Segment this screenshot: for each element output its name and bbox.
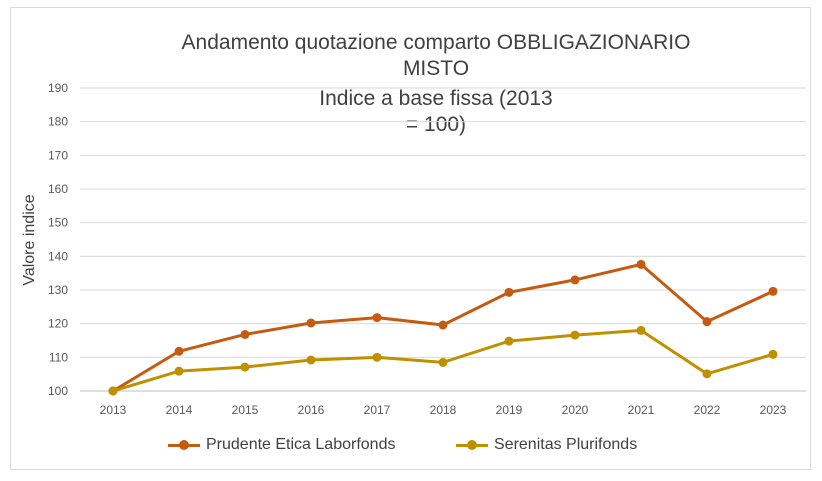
data-point-series-2 bbox=[702, 369, 712, 379]
data-point-series-2 bbox=[636, 325, 646, 335]
chart-title-line-1: Andamento quotazione comparto OBBLIGAZIO… bbox=[181, 31, 691, 54]
legend-label-prudente: Prudente Etica Laborfonds bbox=[206, 436, 396, 453]
data-point-series-2 bbox=[570, 330, 580, 340]
y-tick-label: 170 bbox=[48, 148, 68, 162]
legend-swatch-serenitas bbox=[456, 439, 488, 451]
data-point-series-2 bbox=[108, 386, 118, 396]
x-tick-label: 2016 bbox=[298, 403, 325, 417]
data-point-series-1 bbox=[570, 275, 580, 285]
y-tick-label: 190 bbox=[48, 81, 68, 95]
x-tick-label: 2017 bbox=[364, 403, 391, 417]
x-tick-label: 2020 bbox=[562, 403, 589, 417]
x-tick-label: 2015 bbox=[232, 403, 259, 417]
data-point-series-1 bbox=[240, 329, 250, 339]
y-tick-label: 120 bbox=[48, 317, 68, 331]
chart-title-line-2: MISTO bbox=[402, 57, 470, 80]
y-tick-label: 140 bbox=[48, 249, 68, 263]
x-tick-label: 2014 bbox=[166, 403, 193, 417]
chart-title-line-4: = 100) bbox=[405, 113, 467, 136]
x-tick-label: 2021 bbox=[628, 403, 655, 417]
x-tick-label: 2022 bbox=[694, 403, 721, 417]
data-point-series-2 bbox=[438, 357, 448, 367]
legend-swatch-prudente bbox=[168, 439, 200, 451]
x-tick-label: 2023 bbox=[760, 403, 787, 417]
data-point-series-1 bbox=[174, 346, 184, 356]
data-point-series-2 bbox=[504, 336, 514, 346]
data-point-series-2 bbox=[372, 352, 382, 362]
legend-item-serenitas: Serenitas Plurifonds bbox=[456, 436, 637, 454]
y-tick-label: 150 bbox=[48, 216, 68, 230]
data-point-series-1 bbox=[504, 287, 514, 297]
y-tick-label: 100 bbox=[48, 384, 68, 398]
data-point-series-2 bbox=[306, 355, 316, 365]
x-tick-label: 2013 bbox=[100, 403, 127, 417]
x-tick-label: 2019 bbox=[496, 403, 523, 417]
data-point-series-1 bbox=[768, 286, 778, 296]
y-tick-label: 130 bbox=[48, 283, 68, 297]
data-point-series-2 bbox=[240, 362, 250, 372]
data-point-series-1 bbox=[438, 320, 448, 330]
data-point-series-2 bbox=[768, 349, 778, 359]
y-tick-label: 180 bbox=[48, 115, 68, 129]
data-point-series-1 bbox=[306, 318, 316, 328]
legend-item-prudente: Prudente Etica Laborfonds bbox=[168, 436, 395, 454]
data-point-series-1 bbox=[372, 313, 382, 323]
data-point-series-1 bbox=[636, 259, 646, 269]
chart-title-line-3: Indice a base fissa (2013 bbox=[319, 87, 553, 110]
y-tick-label: 110 bbox=[49, 350, 68, 364]
data-point-series-1 bbox=[702, 317, 712, 327]
legend-label-serenitas: Serenitas Plurifonds bbox=[494, 436, 638, 453]
chart-frame bbox=[10, 7, 811, 470]
y-tick-label: 160 bbox=[48, 182, 68, 196]
x-tick-label: 2018 bbox=[430, 403, 457, 417]
data-point-series-2 bbox=[174, 366, 184, 376]
